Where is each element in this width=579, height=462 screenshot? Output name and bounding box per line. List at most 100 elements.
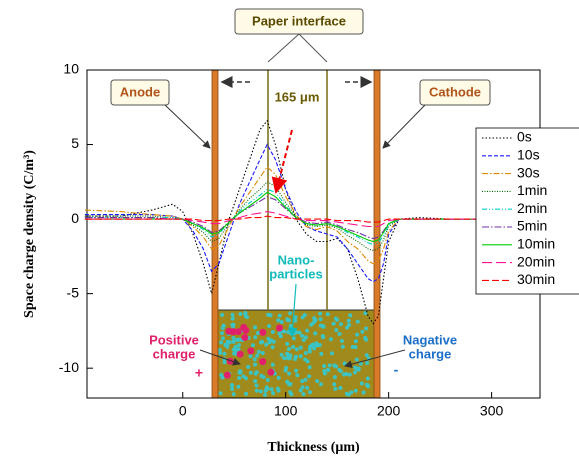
nanoparticle (258, 389, 263, 394)
legend-label: 20min (517, 253, 555, 269)
nanoparticle (264, 342, 269, 347)
annotation: charge (409, 346, 452, 361)
nanoparticle (295, 373, 300, 378)
nanoparticle (289, 392, 294, 397)
y-tick-label: 0 (71, 210, 79, 226)
positive-charge (259, 358, 267, 366)
nanoparticle (315, 379, 320, 384)
nanoparticle (318, 311, 323, 316)
nanoparticle (231, 392, 236, 397)
nanoparticle (294, 347, 299, 352)
positive-charge (276, 324, 284, 332)
nanoparticle (225, 339, 230, 344)
positive-charge (223, 371, 231, 379)
nanoparticle (365, 360, 370, 365)
annotation: Nano- (278, 252, 315, 267)
nanoparticle (312, 346, 317, 351)
nanoparticle (305, 359, 310, 364)
nanoparticle (335, 317, 340, 322)
nanoparticle (313, 331, 318, 336)
x-tick-label: 100 (274, 403, 298, 419)
nanoparticle (229, 383, 234, 388)
nanoparticle (293, 354, 298, 359)
nanoparticle (253, 335, 258, 340)
nanoparticle (285, 356, 290, 361)
nanoparticle (232, 351, 237, 356)
nanoparticle (218, 391, 223, 396)
annotation: Nagative (403, 332, 457, 347)
arrow (287, 283, 298, 338)
annotation: + (195, 365, 203, 381)
nanoparticle (322, 364, 327, 369)
series-line (84, 215, 538, 223)
connector (267, 33, 300, 63)
legend-box (475, 127, 579, 295)
nanoparticle (231, 339, 236, 344)
annotation: Paper interface (252, 13, 346, 28)
nanoparticle (277, 313, 282, 318)
nanoparticle (236, 384, 241, 389)
trend-arrow (271, 129, 293, 194)
nanoparticle (339, 338, 344, 343)
nanoparticle (253, 379, 258, 384)
nanoparticle (287, 371, 292, 376)
series-line (84, 191, 538, 243)
annotation-box (110, 79, 170, 106)
positive-charge (240, 323, 248, 331)
nanoparticle (230, 316, 235, 321)
legend-label: 0s (517, 129, 532, 145)
nanoparticle (301, 392, 306, 397)
nanoparticle (286, 347, 291, 352)
positive-charge (225, 327, 233, 335)
nanoparticle (246, 364, 251, 369)
annotation: 165 μm (275, 89, 320, 104)
nanoparticle (363, 335, 368, 340)
nanoparticle (312, 316, 317, 321)
nanoparticle (254, 388, 259, 393)
nanoparticle (321, 324, 326, 329)
annotation: Anode (120, 84, 160, 99)
nanoparticle (220, 331, 225, 336)
nanoparticle (279, 319, 284, 324)
nanoparticle (307, 374, 312, 379)
y-axis-label: Space charge density (C/m³) (22, 150, 37, 318)
annotation-box (419, 79, 491, 106)
nanoparticle (288, 311, 293, 316)
nanoparticle (348, 313, 353, 318)
nanoparticle (255, 330, 260, 335)
nanoparticle (254, 370, 259, 375)
annotation: - (394, 362, 399, 378)
nanoparticle (298, 345, 303, 350)
nanoparticle (337, 331, 342, 336)
nanoparticle (314, 343, 319, 348)
nanoparticle (270, 362, 275, 367)
y-tick-label: -10 (59, 359, 79, 375)
nanoparticle (353, 365, 358, 370)
nanoparticle (220, 375, 225, 380)
nanoparticle (355, 332, 360, 337)
nanoparticle (307, 349, 312, 354)
nanoparticle (248, 354, 253, 359)
nanoparticle (285, 351, 290, 356)
nanoparticle (350, 344, 355, 349)
nanoparticle (344, 391, 349, 396)
nanoparticle (270, 330, 275, 335)
nanoparticle (283, 368, 288, 373)
nanoparticle (270, 345, 275, 350)
nanoparticle (319, 351, 324, 356)
nanoparticle (346, 318, 351, 323)
nanoparticle (311, 320, 316, 325)
series-line (84, 196, 538, 240)
nanoparticle (333, 386, 338, 391)
legend-label: 1min (517, 182, 547, 198)
decorations (211, 69, 381, 399)
series-line (84, 119, 538, 325)
positive-charge (267, 368, 275, 376)
nanoparticle (275, 386, 280, 391)
legend-label: 10min (517, 236, 555, 252)
nanoparticle (300, 379, 305, 384)
nanoparticle (293, 315, 298, 320)
nanoparticle (288, 353, 293, 358)
nanoparticle (220, 312, 225, 317)
nanoparticle (332, 363, 337, 368)
